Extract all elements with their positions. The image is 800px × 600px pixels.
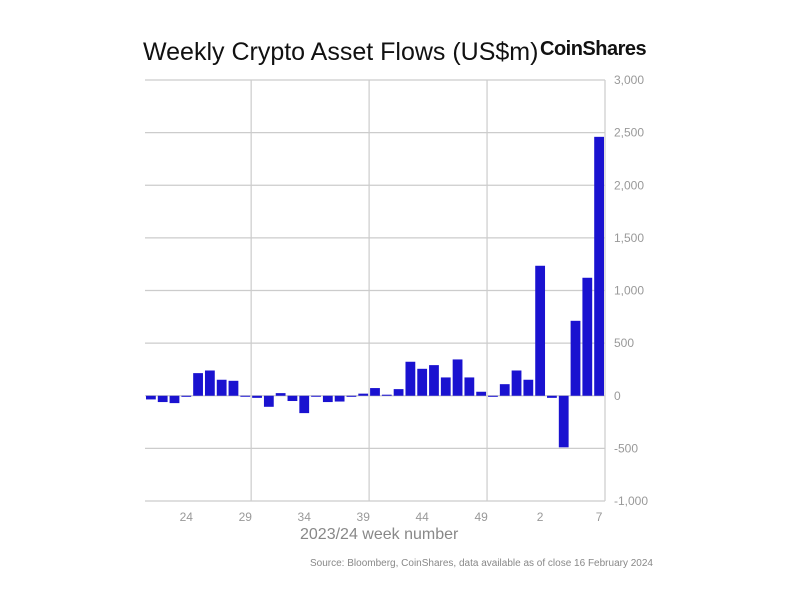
- y-tick-label: 500: [614, 336, 634, 350]
- bar-week-46: [440, 377, 451, 396]
- x-tick-label: 39: [357, 510, 371, 524]
- bar-week-34: [299, 395, 310, 414]
- x-tick-label: 7: [596, 510, 603, 524]
- bar-week-37: [334, 395, 345, 402]
- bar-week-3: [547, 395, 557, 398]
- bar-week-36: [322, 395, 333, 403]
- bar-week-44: [417, 368, 428, 396]
- bar-week-33: [287, 395, 298, 402]
- bar-week-24: [181, 395, 192, 397]
- bar-week-4: [558, 395, 569, 448]
- bar-week-45: [429, 365, 439, 396]
- x-axis-label: 2023/24 week number: [300, 526, 459, 543]
- bar-week-30: [252, 395, 262, 398]
- bar-week-29: [240, 395, 251, 397]
- bar-week-49: [476, 391, 487, 396]
- bar-week-38: [346, 395, 357, 397]
- bar-week-39: [358, 393, 369, 396]
- bar-week-26: [204, 370, 215, 396]
- bar-week-41: [381, 394, 392, 396]
- bar-week-50: [488, 395, 498, 397]
- y-tick-label: 2,000: [614, 178, 644, 192]
- bar-week-40: [370, 388, 380, 396]
- bar-week-27: [216, 379, 227, 396]
- y-tick-label: 1,000: [614, 284, 644, 298]
- bar-week-42: [393, 389, 404, 396]
- y-tick-label: 2,500: [614, 126, 644, 140]
- x-tick-label: 29: [239, 510, 253, 524]
- bar-week-48: [464, 377, 475, 396]
- x-tick-label: 44: [415, 510, 429, 524]
- bar-week-43: [405, 361, 416, 396]
- chart-title: Weekly Crypto Asset Flows (US$m): [143, 38, 539, 66]
- bar-week-7: [594, 136, 604, 396]
- x-tick-label: 49: [474, 510, 488, 524]
- bar-week-51: [499, 384, 510, 396]
- x-tick-label: 24: [180, 510, 194, 524]
- bar-week-5: [570, 320, 581, 396]
- y-tick-label: 3,000: [614, 73, 644, 87]
- bar-week-21: [146, 395, 156, 400]
- x-tick-label: 34: [298, 510, 312, 524]
- bar-week-23: [169, 395, 180, 404]
- y-tick-label: -1,000: [614, 494, 648, 508]
- bar-week-6: [582, 277, 593, 396]
- bar-week-32: [275, 393, 286, 396]
- bar-week-52: [511, 370, 522, 396]
- bar-week-47: [452, 359, 463, 396]
- bar-week-35: [311, 395, 321, 397]
- bar-week-22: [157, 395, 168, 403]
- source-note: Source: Bloomberg, CoinShares, data avai…: [310, 558, 653, 569]
- bar-week-2: [535, 265, 546, 396]
- y-tick-label: -500: [614, 441, 638, 455]
- bar-week-31: [263, 395, 274, 407]
- y-tick-label: 0: [614, 389, 621, 403]
- x-tick-label: 2: [537, 510, 544, 524]
- y-tick-label: 1,500: [614, 231, 644, 245]
- bar-week-28: [228, 380, 239, 396]
- bar-week-25: [193, 373, 203, 396]
- bar-week-1: [523, 379, 534, 396]
- coinshares-logo: CoinShares: [540, 38, 647, 60]
